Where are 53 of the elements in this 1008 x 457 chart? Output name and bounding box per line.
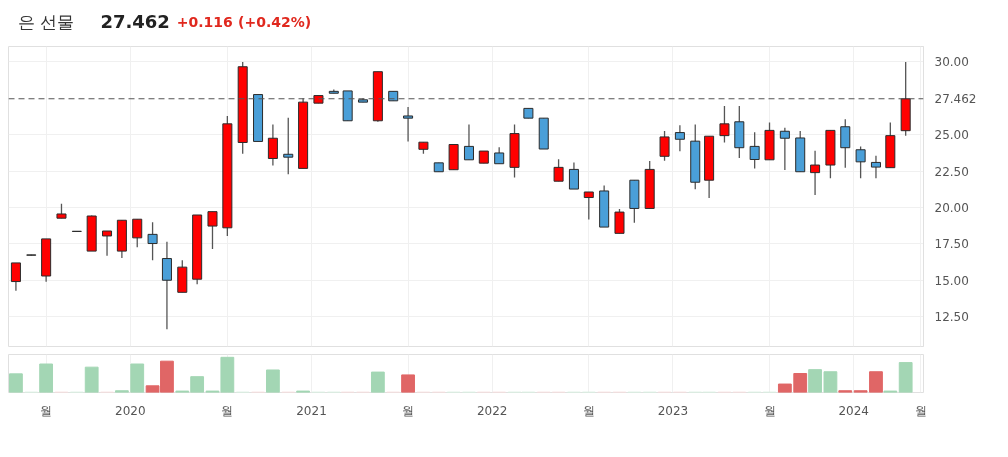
candlestick (583, 191, 594, 221)
y-tick-label: 25.00 (934, 128, 969, 143)
x-tick-label: 2023 (657, 403, 689, 418)
y-tick-label: 22.50 (934, 164, 969, 179)
y-tick-label: 15.00 (934, 273, 969, 288)
candlestick (147, 221, 158, 261)
x-tick-label: 2022 (476, 403, 508, 418)
x-tick-label: 월 (221, 403, 234, 418)
bar (266, 369, 280, 393)
bar (9, 373, 23, 393)
candlestick (553, 158, 564, 182)
candlestick (659, 130, 670, 162)
y-tick-label: 12.50 (934, 310, 969, 325)
ref-line-label: 27.462 (934, 92, 977, 107)
candlestick (674, 124, 685, 152)
candlestick (463, 123, 474, 161)
bar (898, 362, 913, 393)
bar (370, 371, 385, 393)
y-tick-label: 17.50 (934, 237, 969, 252)
candlestick (749, 131, 760, 170)
x-tick-label: 월 (914, 403, 927, 418)
x-tick-label: 월 (582, 403, 595, 418)
x-tick-label: 월 (40, 403, 53, 418)
candlestick (161, 241, 172, 330)
candlestick (132, 218, 143, 248)
text: 27.462 (100, 11, 170, 32)
candlestick (810, 149, 821, 196)
x-tick-label: 2021 (296, 403, 327, 418)
text: (+0.42%) (238, 13, 312, 30)
candlestick (403, 106, 414, 143)
candlestick (267, 123, 278, 167)
candlestick (870, 155, 881, 179)
candlestick (614, 208, 625, 234)
bar (401, 374, 415, 393)
candlestick (779, 127, 790, 171)
y-tick-label: 30.00 (934, 55, 969, 70)
y-tick-label: 20.00 (934, 200, 969, 215)
x-tick-label: 2020 (115, 403, 146, 418)
candlestick (207, 211, 218, 250)
candlestick (102, 230, 113, 257)
candlestick (840, 118, 851, 169)
x-tick-label: 2024 (838, 403, 869, 418)
candlestick (568, 161, 579, 190)
candlestick (855, 145, 866, 179)
text: +0.116 (176, 13, 233, 30)
candlestick (283, 117, 294, 176)
candlestick (10, 262, 21, 292)
x-tick-label: 월 (402, 403, 415, 418)
bar (84, 366, 99, 393)
bar (39, 363, 54, 393)
chart-title: 은 선물 (17, 11, 75, 32)
candlestick (719, 105, 730, 144)
x-tick-label: 월 (763, 403, 776, 418)
